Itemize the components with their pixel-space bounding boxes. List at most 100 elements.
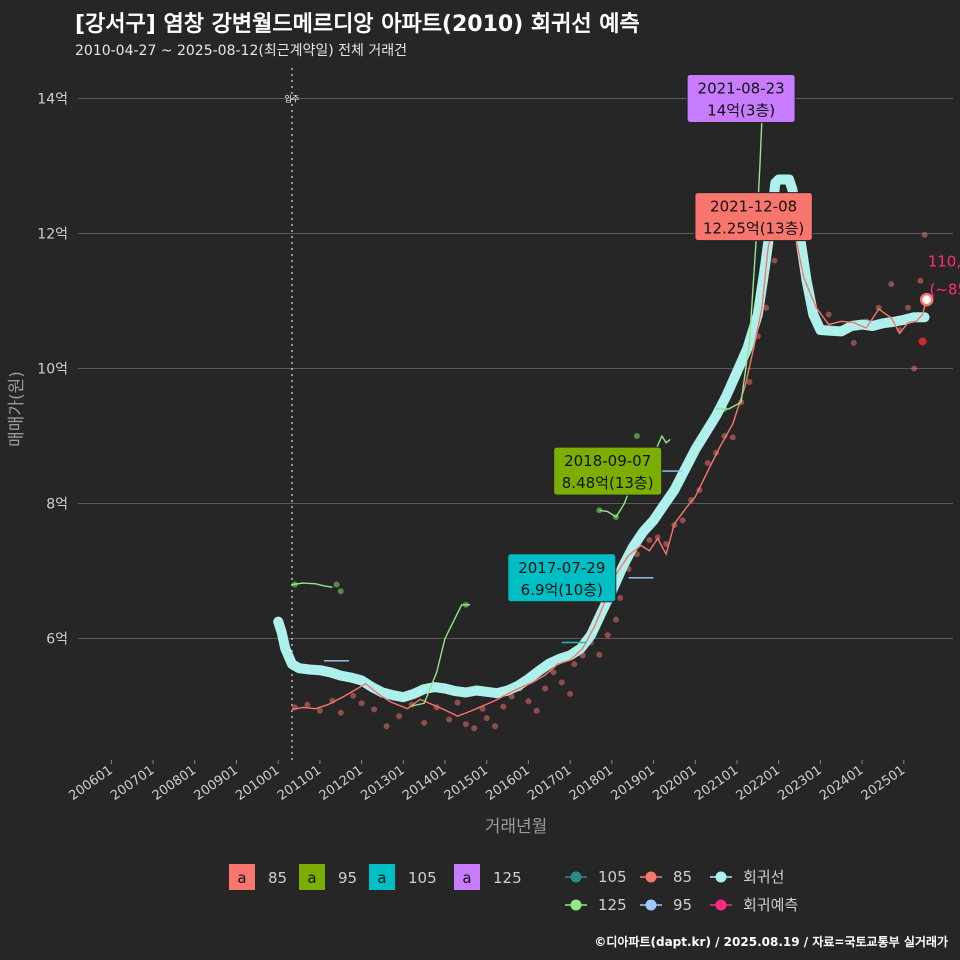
annotation-price: 6.9억(10층) — [521, 581, 603, 599]
trade-dot-125 — [333, 581, 340, 588]
legend-key-95 — [299, 864, 325, 890]
legend-line-label: 85 — [673, 868, 692, 886]
legend-point-105 — [570, 871, 582, 883]
x-tick-label: 201801 — [567, 763, 616, 804]
trade-dot — [383, 723, 390, 730]
x-axis-title: 거래년월 — [485, 817, 548, 837]
annotation-box — [553, 446, 663, 496]
trade-dot — [921, 231, 928, 238]
legend-key-glyph: a — [377, 869, 386, 887]
trade-dot-125 — [633, 433, 640, 439]
trade-dot — [304, 701, 311, 708]
trade-dot — [771, 257, 778, 264]
legend-line-label: 회귀선 — [743, 868, 784, 886]
legend-key-glyph: a — [462, 869, 471, 887]
legend-point-회귀예측 — [715, 899, 727, 911]
annotation-price: 8.48억(13층) — [562, 474, 654, 492]
annotation-price: 14억(3층) — [707, 102, 775, 120]
x-tick-label: 201501 — [442, 763, 491, 804]
trade-dot — [904, 304, 911, 311]
x-tick-label: 202201 — [734, 763, 783, 804]
x-tick-label: 202001 — [650, 763, 699, 804]
trade-dot — [396, 713, 403, 720]
forecast-point — [919, 292, 934, 307]
forecast-area: (~85㎡) — [930, 281, 960, 299]
trade-dot — [446, 716, 453, 723]
series-line-125 — [291, 582, 333, 588]
x-tick-label: 201901 — [609, 763, 658, 804]
trade-dot — [875, 304, 882, 311]
trade-dot — [567, 690, 574, 697]
forecast-value: 110,200 — [928, 253, 960, 271]
annotation-box — [507, 553, 617, 603]
annotation-price: 12.25억(13층) — [703, 220, 804, 238]
legend-label-105: 105 — [408, 869, 437, 887]
trade-dot — [316, 707, 323, 714]
trade-dot-125 — [337, 588, 344, 595]
trade-dot — [533, 707, 540, 714]
trade-dot — [492, 723, 499, 730]
trade-dot — [888, 281, 895, 288]
trade-dot — [571, 661, 578, 668]
legend-label-95: 95 — [338, 869, 357, 887]
legend-point-회귀선 — [715, 871, 727, 883]
trade-dot — [500, 703, 507, 710]
x-tick-label: 201101 — [275, 763, 324, 804]
x-tick-label: 200901 — [192, 763, 241, 804]
annotation-box — [694, 192, 813, 242]
trade-dot — [462, 721, 469, 728]
trade-dot — [917, 277, 924, 284]
trade-dot — [704, 460, 711, 466]
trade-dot — [471, 725, 478, 732]
legend-line-label: 회귀예측 — [743, 896, 798, 914]
legend-key-glyph: a — [307, 869, 316, 887]
legend-point-95 — [645, 899, 657, 911]
trade-dot — [358, 700, 365, 707]
annotation-date: 2021-12-08 — [710, 198, 797, 216]
trade-dot — [763, 304, 770, 311]
series-line-125 — [411, 604, 470, 707]
x-tick-label: 201001 — [233, 763, 282, 804]
legend-key-glyph: a — [237, 869, 246, 887]
trade-dot — [558, 679, 565, 686]
legend-key-85 — [229, 864, 255, 890]
y-tick-label: 8억 — [46, 497, 68, 513]
series-line-85 — [291, 213, 928, 717]
move-in-label: 입주 — [285, 95, 300, 104]
legend-key-125 — [454, 864, 480, 890]
y-tick-label: 6억 — [46, 632, 68, 648]
trade-dot — [613, 616, 620, 623]
legend-label-125: 125 — [493, 869, 522, 887]
trade-dot — [483, 715, 490, 722]
x-tick-label: 202401 — [817, 763, 866, 804]
x-tick-label: 201701 — [525, 763, 574, 804]
x-tick-label: 201401 — [400, 763, 449, 804]
x-tick-label: 201301 — [358, 763, 407, 804]
trade-dot — [550, 669, 557, 676]
trade-dot — [911, 365, 918, 372]
x-tick-label: 201201 — [317, 763, 366, 804]
trade-dot — [596, 651, 603, 658]
x-tick-label: 200801 — [150, 763, 199, 804]
x-tick-label: 200601 — [66, 763, 115, 804]
trade-dot — [646, 536, 653, 543]
credit-text: ©디아파트(dapt.kr) / 2025.08.19 / 자료=국토교통부 실… — [594, 935, 948, 949]
legend-point-125 — [570, 899, 582, 911]
trade-dot — [688, 497, 695, 504]
trade-dot — [371, 706, 378, 713]
annotation-date: 2018-09-07 — [564, 452, 651, 470]
trade-dot — [604, 632, 611, 639]
annotation-box — [686, 74, 796, 123]
trade-dot — [617, 595, 624, 601]
y-tick-label: 12억 — [37, 227, 68, 243]
trade-dot — [421, 719, 428, 726]
y-tick-label: 10억 — [37, 362, 68, 378]
x-tick-label: 202501 — [859, 763, 908, 804]
trade-dot — [525, 698, 532, 705]
trade-dot — [663, 541, 670, 547]
trade-dot — [850, 339, 857, 346]
annotation-date: 2017-07-29 — [518, 559, 605, 577]
annotation-date: 2021-08-23 — [698, 80, 785, 98]
legend-key-105 — [369, 864, 395, 890]
